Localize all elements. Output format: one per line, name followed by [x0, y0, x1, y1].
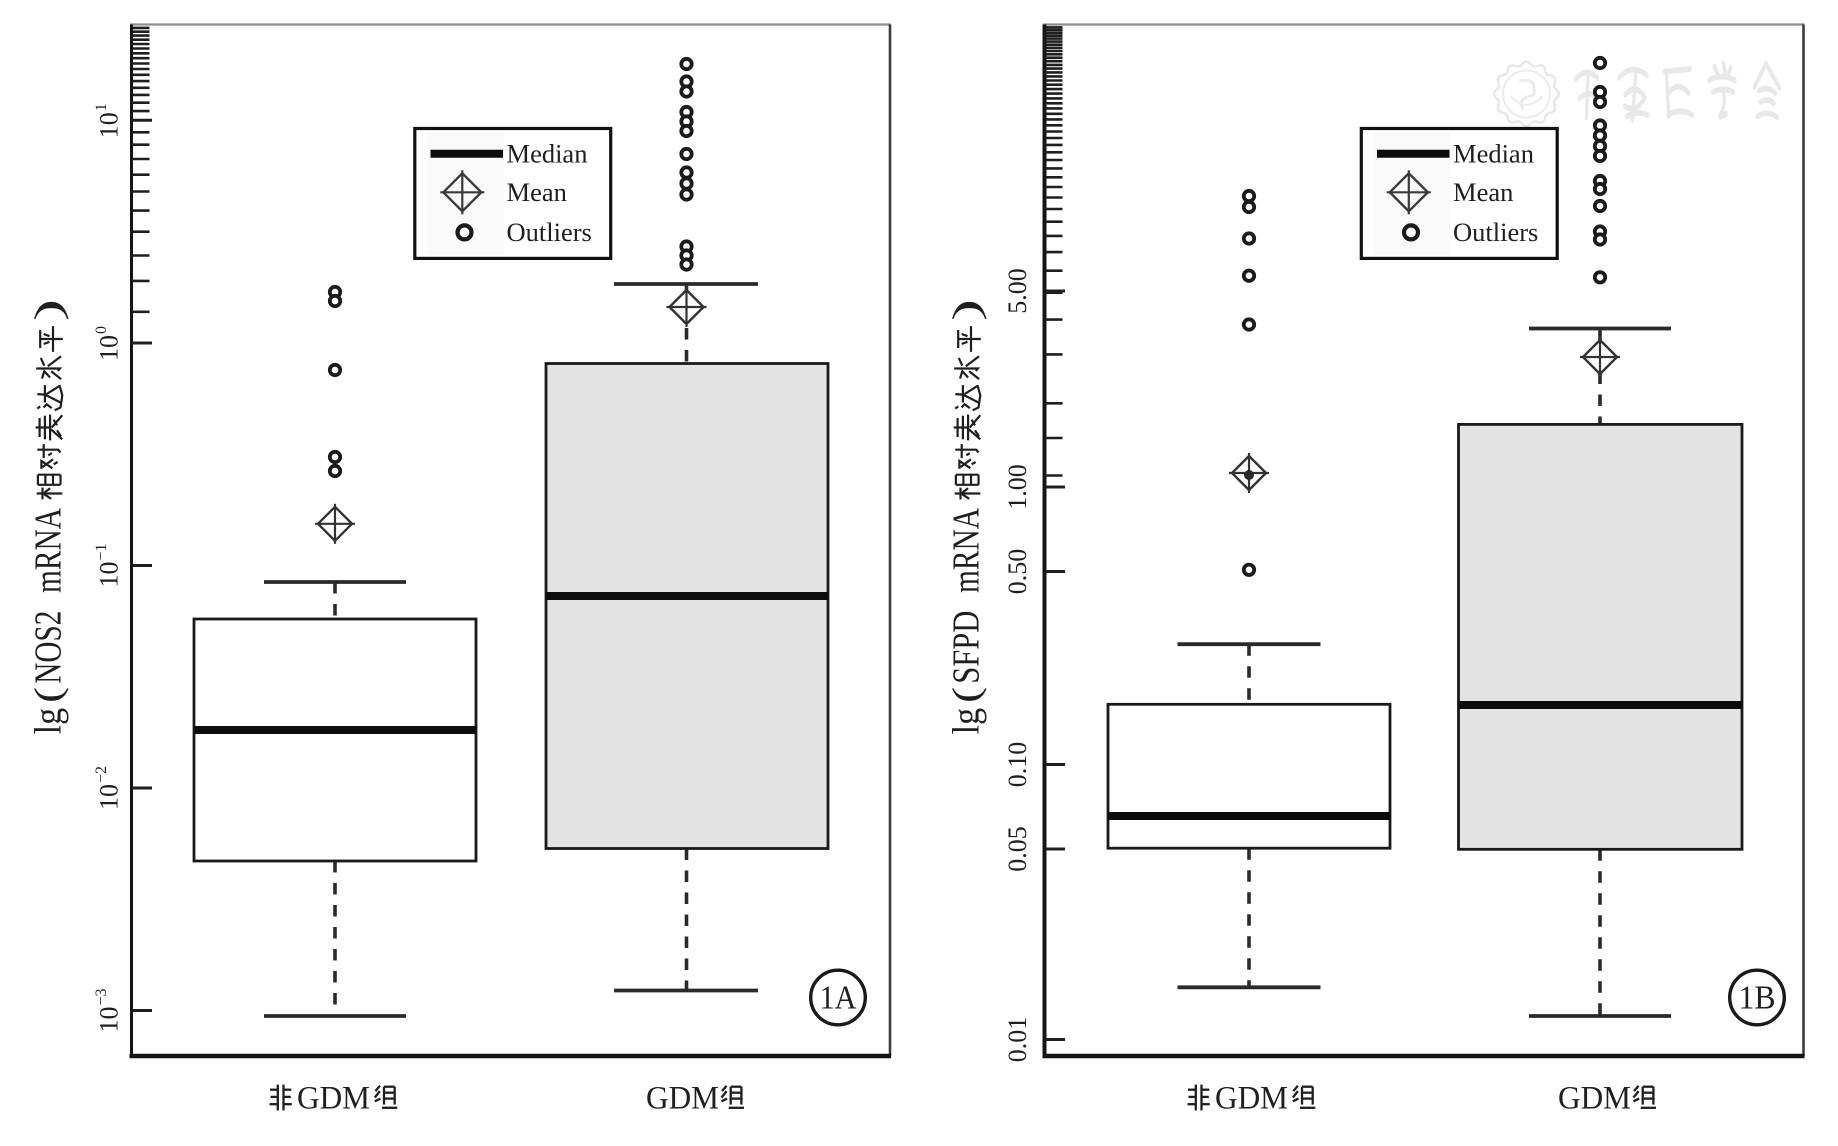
svg-text:Median: Median: [1453, 139, 1534, 169]
svg-text:Mean: Mean: [507, 177, 567, 207]
svg-text:0.05: 0.05: [1003, 826, 1032, 872]
svg-text:1B: 1B: [1739, 980, 1776, 1017]
svg-text:Median: Median: [507, 139, 588, 169]
svg-text:): ): [28, 299, 70, 321]
svg-text:0: 0: [93, 326, 110, 334]
svg-text:−2: −2: [93, 766, 110, 783]
svg-text:Outliers: Outliers: [1453, 217, 1538, 247]
svg-text:1: 1: [93, 103, 110, 111]
svg-text:lg: lg: [28, 708, 70, 735]
svg-text:mRNA: mRNA: [28, 508, 70, 593]
svg-text:10: 10: [95, 562, 124, 588]
svg-text:GDM: GDM: [646, 1081, 719, 1117]
svg-text:Mean: Mean: [1453, 177, 1513, 207]
svg-text:−1: −1: [93, 543, 110, 560]
svg-text:SFPD: SFPD: [946, 611, 988, 684]
svg-text:10: 10: [95, 112, 124, 138]
svg-text:5.00: 5.00: [1003, 268, 1032, 314]
svg-text:0.01: 0.01: [1003, 1017, 1032, 1063]
svg-text:1A: 1A: [820, 980, 857, 1017]
svg-text:lg: lg: [946, 708, 988, 735]
svg-text:Outliers: Outliers: [507, 217, 592, 247]
svg-text:0.50: 0.50: [1003, 549, 1032, 595]
svg-text:GDM: GDM: [297, 1081, 370, 1117]
svg-text:1.00: 1.00: [1003, 464, 1032, 510]
svg-text:(: (: [28, 687, 70, 703]
svg-text:0.10: 0.10: [1003, 742, 1032, 788]
svg-text:−3: −3: [93, 988, 110, 1005]
svg-text:): ): [946, 299, 988, 321]
svg-text:NOS2: NOS2: [28, 611, 70, 684]
svg-text:(: (: [946, 687, 988, 703]
svg-text:10: 10: [95, 784, 124, 810]
svg-text:GDM: GDM: [1558, 1081, 1631, 1117]
svg-text:10: 10: [95, 335, 124, 361]
svg-text:10: 10: [95, 1007, 124, 1033]
svg-text:GDM: GDM: [1215, 1081, 1288, 1117]
svg-text:mRNA: mRNA: [946, 508, 988, 593]
